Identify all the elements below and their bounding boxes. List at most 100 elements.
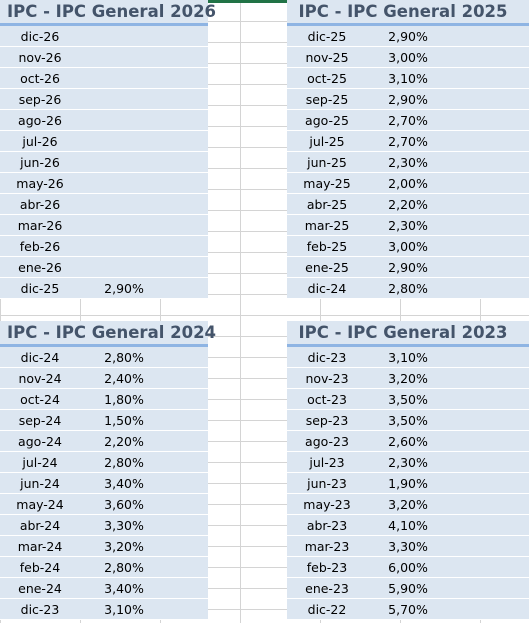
value-cell[interactable]: 2,80% bbox=[104, 350, 144, 365]
month-cell[interactable]: jun-25 bbox=[307, 155, 347, 170]
value-cell[interactable]: 2,70% bbox=[388, 134, 428, 149]
value-cell[interactable]: 3,10% bbox=[388, 71, 428, 86]
month-cell[interactable]: nov-23 bbox=[305, 371, 349, 386]
value-cell[interactable]: 1,50% bbox=[104, 413, 144, 428]
month-cell[interactable]: ago-23 bbox=[305, 434, 349, 449]
month-cell[interactable]: sep-24 bbox=[18, 413, 62, 428]
month-cell[interactable]: may-24 bbox=[16, 497, 64, 512]
month-cell[interactable]: may-23 bbox=[303, 497, 351, 512]
value-cell[interactable]: 3,00% bbox=[388, 50, 428, 65]
month-cell[interactable]: dic-22 bbox=[307, 602, 347, 617]
month-cell[interactable]: jun-24 bbox=[20, 476, 60, 491]
month-cell[interactable]: mar-24 bbox=[17, 539, 63, 554]
value-cell[interactable]: 5,90% bbox=[388, 581, 428, 596]
month-cell[interactable]: abr-26 bbox=[19, 197, 61, 212]
value-cell[interactable]: 3,20% bbox=[104, 539, 144, 554]
month-cell[interactable]: ene-26 bbox=[18, 260, 62, 275]
value-cell[interactable]: 2,80% bbox=[104, 560, 144, 575]
value-cell[interactable]: 2,70% bbox=[388, 113, 428, 128]
month-cell[interactable]: may-26 bbox=[16, 176, 64, 191]
month-cell[interactable]: abr-23 bbox=[306, 518, 348, 533]
value-cell[interactable]: 3,10% bbox=[104, 602, 144, 617]
value-cell[interactable]: 2,30% bbox=[388, 218, 428, 233]
table-row: oct-26 bbox=[0, 68, 208, 89]
value-cell[interactable]: 2,90% bbox=[104, 281, 144, 296]
table-row: ago-26 bbox=[0, 110, 208, 131]
month-cell[interactable]: jul-23 bbox=[309, 455, 345, 470]
month-cell[interactable]: feb-26 bbox=[19, 239, 61, 254]
table-title[interactable]: IPC - IPC General 2025 bbox=[287, 0, 529, 26]
value-cell[interactable]: 2,30% bbox=[388, 155, 428, 170]
value-cell[interactable]: 2,80% bbox=[104, 455, 144, 470]
month-cell[interactable]: mar-25 bbox=[304, 218, 350, 233]
table-title[interactable]: IPC - IPC General 2024 bbox=[0, 321, 216, 347]
value-cell[interactable]: 2,20% bbox=[104, 434, 144, 449]
month-cell[interactable]: nov-25 bbox=[305, 50, 349, 65]
month-cell[interactable]: dic-25 bbox=[307, 29, 347, 44]
value-cell[interactable]: 3,50% bbox=[388, 392, 428, 407]
month-cell[interactable]: mar-23 bbox=[304, 539, 350, 554]
month-cell[interactable]: ago-26 bbox=[18, 113, 62, 128]
value-cell[interactable]: 2,40% bbox=[104, 371, 144, 386]
month-cell[interactable]: ene-25 bbox=[305, 260, 349, 275]
table-title[interactable]: IPC - IPC General 2023 bbox=[287, 321, 529, 347]
month-cell[interactable]: jun-26 bbox=[20, 155, 60, 170]
value-cell[interactable]: 2,00% bbox=[388, 176, 428, 191]
month-cell[interactable]: dic-26 bbox=[20, 29, 60, 44]
value-cell[interactable]: 5,70% bbox=[388, 602, 428, 617]
value-cell[interactable]: 2,90% bbox=[388, 260, 428, 275]
month-cell[interactable]: jul-24 bbox=[22, 455, 58, 470]
value-cell[interactable]: 3,50% bbox=[388, 413, 428, 428]
value-cell[interactable]: 4,10% bbox=[388, 518, 428, 533]
month-cell[interactable]: oct-26 bbox=[20, 71, 60, 86]
value-cell[interactable]: 2,90% bbox=[388, 92, 428, 107]
table-row: ago-24 2,20% bbox=[0, 431, 208, 452]
value-cell[interactable]: 3,00% bbox=[388, 239, 428, 254]
month-cell[interactable]: ago-24 bbox=[18, 434, 62, 449]
value-cell[interactable]: 2,20% bbox=[388, 197, 428, 212]
month-cell[interactable]: dic-25 bbox=[20, 281, 60, 296]
month-cell[interactable]: sep-25 bbox=[305, 92, 349, 107]
month-cell[interactable]: dic-23 bbox=[20, 602, 60, 617]
month-cell[interactable]: dic-24 bbox=[307, 281, 347, 296]
value-cell[interactable]: 3,20% bbox=[388, 497, 428, 512]
month-cell[interactable]: feb-23 bbox=[306, 560, 348, 575]
value-cell[interactable]: 3,40% bbox=[104, 476, 144, 491]
value-cell[interactable]: 2,30% bbox=[388, 455, 428, 470]
value-cell[interactable]: 1,90% bbox=[388, 476, 428, 491]
value-cell[interactable]: 2,60% bbox=[388, 434, 428, 449]
month-cell[interactable]: abr-24 bbox=[19, 518, 61, 533]
month-cell[interactable]: nov-26 bbox=[18, 50, 62, 65]
value-cell[interactable]: 3,10% bbox=[388, 350, 428, 365]
month-cell[interactable]: feb-25 bbox=[306, 239, 348, 254]
table-row: jun-23 1,90% bbox=[287, 473, 529, 494]
value-cell[interactable]: 3,20% bbox=[388, 371, 428, 386]
value-cell[interactable]: 3,30% bbox=[104, 518, 144, 533]
month-cell[interactable]: dic-23 bbox=[307, 350, 347, 365]
month-cell[interactable]: dic-24 bbox=[20, 350, 60, 365]
month-cell[interactable]: jun-23 bbox=[307, 476, 347, 491]
month-cell[interactable]: oct-25 bbox=[307, 71, 347, 86]
month-cell[interactable]: jul-26 bbox=[22, 134, 58, 149]
value-cell[interactable]: 2,80% bbox=[388, 281, 428, 296]
month-cell[interactable]: ago-25 bbox=[305, 113, 349, 128]
month-cell[interactable]: ene-23 bbox=[305, 581, 349, 596]
value-cell[interactable]: 3,40% bbox=[104, 581, 144, 596]
table-title[interactable]: IPC - IPC General 2026 bbox=[0, 0, 216, 26]
value-cell[interactable]: 1,80% bbox=[104, 392, 144, 407]
value-cell[interactable]: 3,30% bbox=[388, 539, 428, 554]
month-cell[interactable]: oct-24 bbox=[20, 392, 60, 407]
month-cell[interactable]: abr-25 bbox=[306, 197, 348, 212]
month-cell[interactable]: sep-26 bbox=[18, 92, 62, 107]
month-cell[interactable]: ene-24 bbox=[18, 581, 62, 596]
month-cell[interactable]: oct-23 bbox=[307, 392, 347, 407]
value-cell[interactable]: 6,00% bbox=[388, 560, 428, 575]
value-cell[interactable]: 2,90% bbox=[388, 29, 428, 44]
month-cell[interactable]: nov-24 bbox=[18, 371, 62, 386]
month-cell[interactable]: sep-23 bbox=[305, 413, 349, 428]
month-cell[interactable]: feb-24 bbox=[19, 560, 61, 575]
month-cell[interactable]: jul-25 bbox=[309, 134, 345, 149]
value-cell[interactable]: 3,60% bbox=[104, 497, 144, 512]
month-cell[interactable]: mar-26 bbox=[17, 218, 63, 233]
month-cell[interactable]: may-25 bbox=[303, 176, 351, 191]
